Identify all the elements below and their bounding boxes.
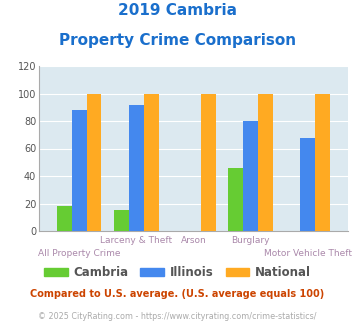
Text: Burglary: Burglary	[231, 236, 270, 245]
Bar	[129, 105, 144, 231]
Bar	[72, 110, 87, 231]
Bar	[258, 93, 273, 231]
Bar	[57, 206, 72, 231]
Bar	[114, 211, 129, 231]
Text: © 2025 CityRating.com - https://www.cityrating.com/crime-statistics/: © 2025 CityRating.com - https://www.city…	[38, 312, 317, 321]
Bar	[201, 93, 216, 231]
Text: Motor Vehicle Theft: Motor Vehicle Theft	[264, 249, 352, 258]
Text: All Property Crime: All Property Crime	[38, 249, 120, 258]
Legend: Cambria, Illinois, National: Cambria, Illinois, National	[39, 262, 316, 284]
Bar	[243, 121, 258, 231]
Bar	[315, 93, 330, 231]
Text: Compared to U.S. average. (U.S. average equals 100): Compared to U.S. average. (U.S. average …	[31, 289, 324, 299]
Text: 2019 Cambria: 2019 Cambria	[118, 3, 237, 18]
Text: Property Crime Comparison: Property Crime Comparison	[59, 33, 296, 48]
Text: Larceny & Theft: Larceny & Theft	[100, 236, 172, 245]
Bar	[144, 93, 159, 231]
Bar	[228, 168, 243, 231]
Text: Arson: Arson	[181, 236, 206, 245]
Bar	[87, 93, 102, 231]
Bar	[300, 138, 315, 231]
